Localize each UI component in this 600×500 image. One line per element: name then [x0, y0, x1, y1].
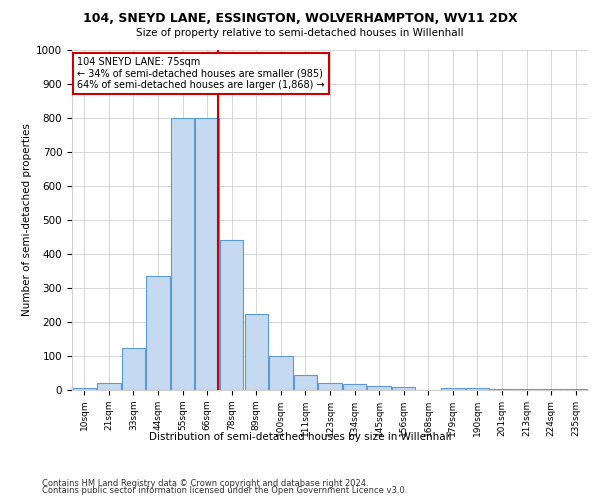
- Bar: [146, 276, 170, 390]
- Bar: [171, 118, 194, 390]
- Text: 104, SNEYD LANE, ESSINGTON, WOLVERHAMPTON, WV11 2DX: 104, SNEYD LANE, ESSINGTON, WOLVERHAMPTO…: [83, 12, 517, 26]
- Bar: [490, 389, 514, 390]
- Bar: [343, 384, 366, 390]
- Bar: [73, 388, 96, 390]
- Text: Size of property relative to semi-detached houses in Willenhall: Size of property relative to semi-detach…: [136, 28, 464, 38]
- Bar: [220, 240, 244, 390]
- Bar: [466, 388, 489, 390]
- Text: 104 SNEYD LANE: 75sqm
← 34% of semi-detached houses are smaller (985)
64% of sem: 104 SNEYD LANE: 75sqm ← 34% of semi-deta…: [77, 57, 325, 90]
- Text: Contains HM Land Registry data © Crown copyright and database right 2024.: Contains HM Land Registry data © Crown c…: [42, 478, 368, 488]
- Bar: [441, 388, 464, 390]
- Bar: [245, 314, 268, 390]
- Bar: [319, 383, 341, 390]
- Bar: [392, 386, 415, 390]
- Bar: [269, 356, 293, 390]
- Bar: [367, 386, 391, 390]
- Bar: [294, 374, 317, 390]
- Bar: [122, 348, 145, 390]
- Text: Distribution of semi-detached houses by size in Willenhall: Distribution of semi-detached houses by …: [149, 432, 451, 442]
- Bar: [97, 383, 121, 390]
- Bar: [196, 118, 219, 390]
- Y-axis label: Number of semi-detached properties: Number of semi-detached properties: [22, 124, 32, 316]
- Text: Contains public sector information licensed under the Open Government Licence v3: Contains public sector information licen…: [42, 486, 407, 495]
